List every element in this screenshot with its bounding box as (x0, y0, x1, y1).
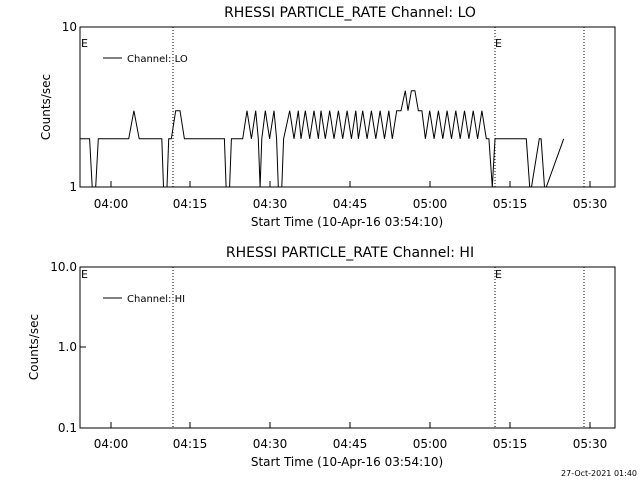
panel-hi-x-axis-label: Start Time (10-Apr-16 03:54:10) (251, 455, 443, 469)
panel-lo-xtick-label: 05:15 (493, 197, 528, 211)
panel-hi: RHESSI PARTICLE_RATE Channel: HI Counts/… (27, 245, 616, 469)
panel-hi-dotted-lines (172, 267, 585, 428)
panel-hi-xtick: 05:00 (413, 422, 448, 451)
panel-hi-title: RHESSI PARTICLE_RATE Channel: HI (226, 245, 474, 261)
panel-lo-event-mark: E (81, 37, 88, 50)
panel-lo-x-axis-label: Start Time (10-Apr-16 03:54:10) (251, 215, 443, 229)
panel-hi-xtick-label: 04:45 (333, 437, 368, 451)
panel-lo-xtick: 05:30 (573, 181, 608, 211)
panel-lo-xtick-label: 04:30 (253, 197, 288, 211)
panel-hi-xtick-label: 04:15 (173, 437, 208, 451)
panel-hi-xtick-label: 04:30 (253, 437, 288, 451)
panel-lo: RHESSI PARTICLE_RATE Channel: LO Counts/… (39, 5, 616, 229)
panel-lo-ytick-label: 10 (62, 20, 77, 34)
panel-hi-event-mark: E (81, 268, 88, 281)
panel-lo-plot-frame (79, 26, 616, 188)
panel-lo-xtick-label: 05:00 (413, 197, 448, 211)
panel-lo-xtick: 04:15 (173, 181, 208, 211)
panel-lo-title: RHESSI PARTICLE_RATE Channel: LO (224, 5, 476, 21)
panel-hi-xtick-label: 05:30 (573, 437, 608, 451)
panel-hi-legend: Channel: HI (103, 294, 185, 305)
panel-lo-xtick: 04:30 (253, 181, 288, 211)
panel-lo-xtick: 05:15 (493, 181, 528, 211)
panel-hi-plot-frame (79, 266, 616, 429)
panel-hi-event-mark: E (495, 268, 502, 281)
panel-hi-xtick: 04:30 (253, 422, 288, 451)
panel-hi-xtick: 04:45 (333, 422, 368, 451)
series-line-channel-lo (80, 90, 565, 188)
panel-hi-y-ticks: 0.1 1.0 10.0 (50, 260, 86, 435)
panel-lo-xtick: 04:45 (333, 181, 368, 211)
footer-timestamp: 27-Oct-2021 01:40 (561, 469, 637, 478)
panel-lo-legend-label: Channel: LO (127, 54, 188, 65)
panel-lo-xtick-label: 04:15 (173, 197, 208, 211)
panel-lo-x-ticks: 04:00 04:15 04:30 04:45 05:00 05:15 (94, 181, 608, 211)
panel-lo-xtick-label: 04:00 (94, 197, 129, 211)
panel-hi-ytick-label: 0.1 (58, 421, 77, 435)
panel-lo-event-mark: E (495, 37, 502, 50)
panel-lo-xtick: 05:00 (413, 181, 448, 211)
panel-lo-dotted-lines (172, 27, 585, 187)
panel-lo-xtick-label: 05:30 (573, 197, 608, 211)
panel-lo-ytick-label: 1 (69, 180, 77, 194)
panel-lo-xtick-label: 04:45 (333, 197, 368, 211)
panel-hi-xtick: 04:00 (94, 422, 129, 451)
panel-hi-xtick-label: 04:00 (94, 437, 129, 451)
panel-hi-xtick: 05:30 (573, 422, 608, 451)
panel-hi-xtick: 04:15 (173, 422, 208, 451)
panel-lo-series (80, 90, 565, 188)
panel-hi-xtick-label: 05:15 (493, 437, 528, 451)
panel-hi-ytick-label: 1.0 (58, 340, 77, 354)
panel-hi-y-axis-label: Counts/sec (27, 314, 41, 380)
panel-lo-legend: Channel: LO (103, 54, 188, 65)
panel-hi-xtick: 05:15 (493, 422, 528, 451)
panel-lo-y-ticks: 1 10 (62, 20, 86, 194)
panel-hi-xtick-label: 05:00 (413, 437, 448, 451)
panel-hi-x-ticks: 04:00 04:15 04:30 04:45 05:00 05:15 (94, 422, 608, 451)
panel-hi-legend-label: Channel: HI (127, 294, 185, 305)
panel-lo-y-axis-label: Counts/sec (39, 74, 53, 140)
panel-lo-xtick: 04:00 (94, 181, 129, 211)
panel-hi-ytick-label: 10.0 (50, 260, 77, 274)
